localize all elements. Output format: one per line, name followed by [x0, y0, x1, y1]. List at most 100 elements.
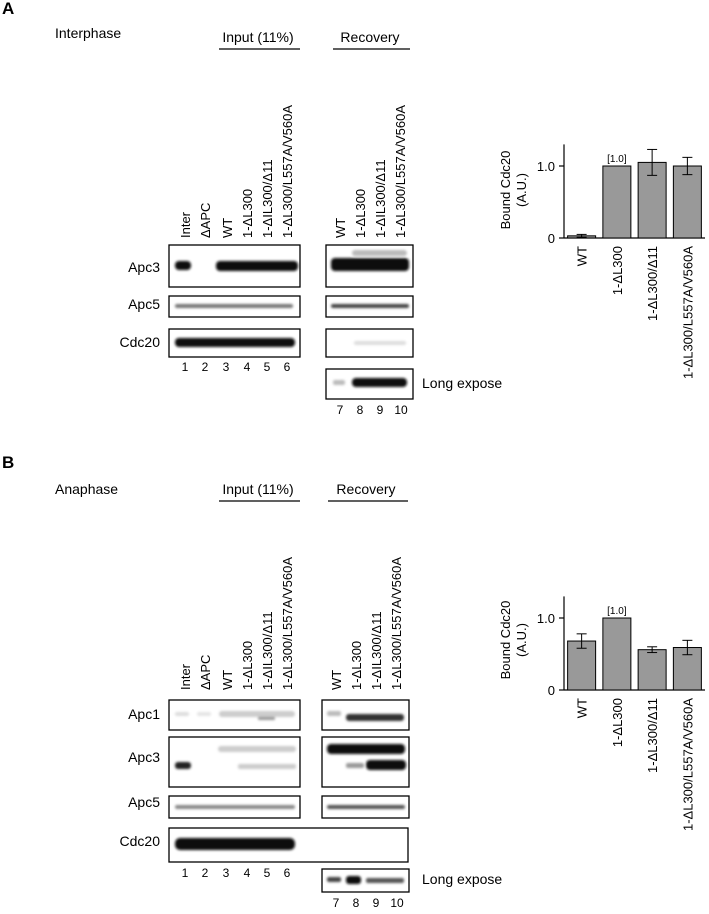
lane-label: WT: [329, 670, 344, 690]
lane-label: 1-ΔL300: [349, 641, 364, 690]
y-tick-label: 1.0: [537, 611, 555, 626]
band: [175, 261, 191, 270]
blot-row-label: Cdc20: [120, 334, 161, 350]
y-axis-unit: (A.U.): [514, 623, 529, 657]
panel-a: A Interphase Input (11%) Recovery Inter …: [2, 0, 705, 417]
lane-label: 1-ΔL300: [353, 189, 368, 238]
blot-row-label: Long expose: [422, 871, 502, 887]
lane-label: WT: [220, 670, 235, 690]
lane-number: 6: [284, 866, 291, 880]
lane-number: 9: [373, 896, 380, 910]
lane-label: 1-ΔL300/L557A/V560A: [280, 105, 295, 238]
chart-bound-cdc20-anaphase: Bound Cdc20 (A.U.) 0 1.0 WT 1-ΔL300 [1.0] 1-ΔL3…: [498, 596, 705, 831]
bar: [637, 649, 667, 691]
band: [354, 341, 406, 345]
lane-number: 5: [264, 866, 271, 880]
band: [331, 258, 409, 271]
x-tick-label: 1-ΔL300/L557A/V560A: [680, 698, 695, 831]
band: [327, 805, 405, 809]
y-axis-label: Bound Cdc20: [498, 601, 513, 680]
lane-number: 2: [202, 360, 209, 374]
band: [366, 878, 404, 883]
y-axis-label: Bound Cdc20: [498, 151, 513, 230]
bar-annotation: [1.0]: [607, 606, 627, 617]
panel-a-recovery-header: Recovery: [340, 29, 399, 45]
band: [346, 714, 404, 721]
y-tick-label: 0: [548, 231, 555, 246]
lane-number: 1: [182, 866, 189, 880]
band: [327, 711, 341, 716]
lane-number: 10: [394, 403, 408, 417]
lane-number: 7: [337, 403, 344, 417]
lane-number: 4: [244, 360, 251, 374]
blot-row-label: Apc5: [128, 794, 160, 810]
bar-annotation: [1.0]: [607, 154, 627, 165]
band: [352, 378, 407, 387]
lane-number: 10: [390, 896, 404, 910]
lane-label: 1-ΔIL300/Δ11: [260, 159, 275, 238]
band: [175, 304, 293, 308]
y-tick-label: 0: [548, 683, 555, 698]
lane-label: 1-ΔIL300/Δ11: [373, 159, 388, 238]
panel-b-input-header: Input (11%): [222, 481, 293, 497]
blot-row-label: Apc1: [128, 706, 160, 722]
lane-number: 3: [223, 360, 230, 374]
band: [238, 764, 296, 769]
x-tick-label: 1-ΔL300/Δ11: [645, 246, 660, 321]
panel-b-recovery-header: Recovery: [336, 481, 395, 497]
lane-number: 6: [284, 360, 291, 374]
lane-number: 7: [333, 896, 340, 910]
blot-long-expose-b: [321, 868, 410, 893]
band: [216, 261, 298, 271]
panel-a-input-header: Input (11%): [222, 29, 293, 45]
bar: [602, 617, 632, 691]
lane-label: 1-ΔIL300/Δ11: [260, 611, 275, 690]
bands-a: [175, 250, 409, 387]
panel-a-condition: Interphase: [55, 25, 121, 41]
lane-label: Inter: [178, 663, 193, 690]
bar: [672, 165, 702, 239]
y-axis-unit: (A.U.): [514, 173, 529, 207]
blot-row-label: Apc3: [128, 259, 160, 275]
panel-b: B Anaphase Input (11%) Recovery Inter ΔA…: [2, 453, 705, 910]
lane-label: 1-ΔL300/L557A/V560A: [393, 105, 408, 238]
lane-number: 8: [357, 403, 364, 417]
lane-label: 1-ΔL300/L557A/V560A: [280, 557, 295, 690]
lane-label: WT: [220, 218, 235, 238]
lane-label: 1-ΔL300: [240, 641, 255, 690]
band: [218, 746, 296, 752]
blot-row-label: Apc5: [128, 296, 160, 312]
band: [175, 838, 295, 850]
band: [258, 717, 275, 720]
blot-apc3-input: [168, 736, 301, 788]
chart-bound-cdc20-interphase: Bound Cdc20 (A.U.) 0 1.0 WT 1-ΔL300 [1.0] 1-ΔL3…: [498, 144, 705, 379]
panel-b-letter: B: [2, 453, 14, 472]
blot-row-label: Apc3: [128, 749, 160, 765]
lane-label: 1-ΔL300/L557A/V560A: [389, 557, 404, 690]
lane-label: 1-ΔIL300/Δ11: [369, 611, 384, 690]
lane-label: Inter: [178, 211, 193, 238]
lane-label: ΔAPC: [198, 203, 213, 238]
lane-label: ΔAPC: [198, 655, 213, 690]
bands-b: [175, 711, 406, 884]
band: [352, 250, 407, 256]
band: [346, 763, 364, 768]
blot-row-label: Long expose: [422, 375, 502, 391]
x-tick-label: WT: [575, 246, 590, 266]
band: [175, 805, 295, 809]
bar: [602, 165, 632, 239]
lane-number: 1: [182, 360, 189, 374]
band: [175, 762, 191, 769]
band: [327, 744, 405, 754]
lane-number: 4: [244, 866, 251, 880]
lane-label: 1-ΔL300: [240, 189, 255, 238]
band: [175, 712, 189, 716]
y-tick-label: 1.0: [537, 159, 555, 174]
x-tick-label: WT: [575, 698, 590, 718]
band: [219, 711, 295, 717]
x-tick-label: 1-ΔL300: [610, 246, 625, 295]
band: [346, 876, 361, 884]
band: [197, 712, 211, 716]
x-tick-label: 1-ΔL300/L557A/V560A: [680, 246, 695, 379]
